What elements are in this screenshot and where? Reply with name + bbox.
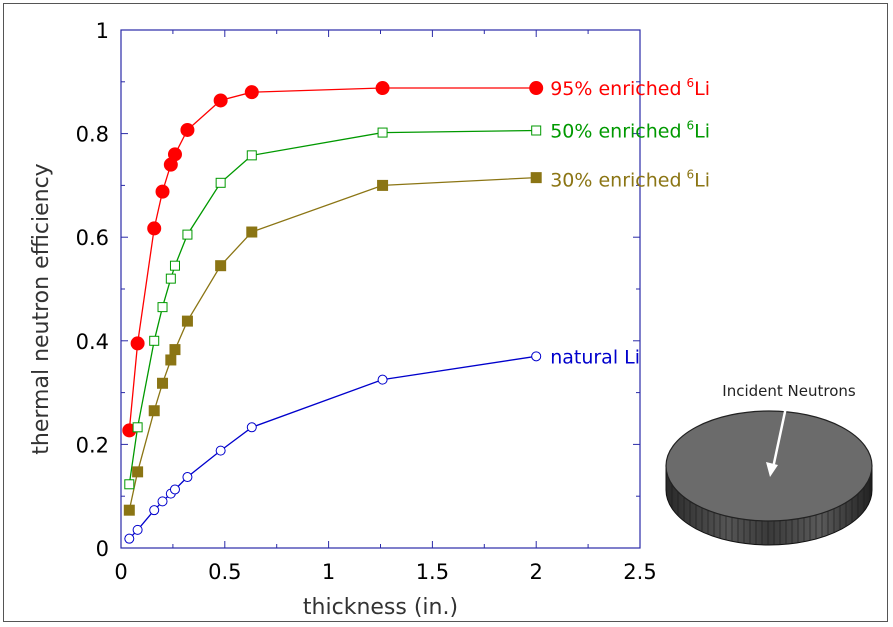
data-point	[182, 472, 193, 483]
data-point	[215, 177, 226, 188]
data-point	[149, 335, 160, 346]
data-point	[157, 496, 168, 507]
data-point	[130, 336, 145, 351]
data-point	[213, 93, 228, 108]
data-point	[155, 184, 170, 199]
data-point	[215, 445, 226, 456]
data-point	[530, 172, 542, 184]
data-point	[132, 524, 143, 535]
axis-ticks: 0 0.5 1 1.5 2 2.5 0 0.2 0.4 0.6 0.8 1	[76, 19, 657, 584]
data-point	[132, 466, 144, 478]
data-point	[157, 302, 168, 313]
data-point	[246, 422, 257, 433]
plot-border	[120, 29, 641, 549]
neutron-arrow-head	[766, 462, 778, 477]
data-point	[169, 260, 180, 271]
data-point	[124, 533, 135, 544]
data-point	[531, 125, 542, 136]
data-point	[169, 344, 181, 356]
x-tick-label: 0.5	[208, 560, 241, 584]
data-point	[182, 229, 193, 240]
y-axis-label: thermal neutron efficiency	[29, 163, 54, 454]
series-label: 50% enriched 6Li	[550, 118, 710, 142]
data-point	[165, 354, 177, 366]
neutron-arrow	[771, 406, 788, 469]
data-point	[375, 81, 390, 96]
data-point	[246, 226, 258, 238]
data-point	[124, 479, 135, 490]
series-line	[128, 355, 537, 540]
data-point	[246, 150, 257, 161]
series-label: 95% enriched 6Li	[550, 76, 710, 100]
plot-axes	[120, 29, 641, 549]
figure-frame	[3, 3, 888, 622]
incident-neutrons-inset: Incident Neutrons	[665, 382, 873, 546]
data-point	[529, 81, 544, 96]
data-point	[148, 405, 160, 417]
data-point	[377, 127, 388, 138]
x-tick-label: 1	[322, 560, 335, 584]
data-point	[147, 221, 162, 236]
data-point	[531, 351, 542, 362]
y-tick-label: 0.6	[76, 226, 109, 250]
y-tick-label: 0.8	[76, 123, 109, 147]
data-point	[180, 122, 195, 137]
data-point	[181, 315, 193, 327]
data-point	[123, 504, 135, 516]
data-point	[244, 85, 259, 100]
series-line	[128, 87, 537, 431]
series-label: natural Li	[550, 346, 640, 368]
series-labels: 95% enriched 6Li 50% enriched 6Li 30% enrich…	[550, 76, 710, 368]
x-tick-label: 0	[114, 560, 127, 584]
data-point	[377, 179, 389, 191]
data-point	[377, 374, 388, 385]
y-tick-label: 1	[96, 19, 109, 43]
data-point	[132, 422, 143, 433]
series-line	[128, 129, 537, 485]
series-line	[128, 176, 537, 511]
data-point	[167, 147, 182, 162]
x-axis-label: thickness (in.)	[303, 595, 458, 620]
series-label: 30% enriched 6Li	[550, 168, 710, 192]
y-tick-label: 0.2	[76, 433, 109, 457]
x-tick-label: 1.5	[416, 560, 449, 584]
x-tick-label: 2	[530, 560, 543, 584]
data-point	[157, 377, 169, 389]
y-tick-label: 0	[96, 537, 109, 561]
series-points	[122, 81, 544, 544]
inset-label: Incident Neutrons	[722, 382, 856, 400]
data-point	[165, 273, 176, 284]
data-point	[149, 505, 160, 516]
data-point	[215, 260, 227, 272]
series-lines	[128, 87, 537, 540]
y-tick-label: 0.4	[76, 330, 109, 354]
x-tick-label: 2.5	[623, 560, 656, 584]
data-point	[169, 484, 180, 495]
